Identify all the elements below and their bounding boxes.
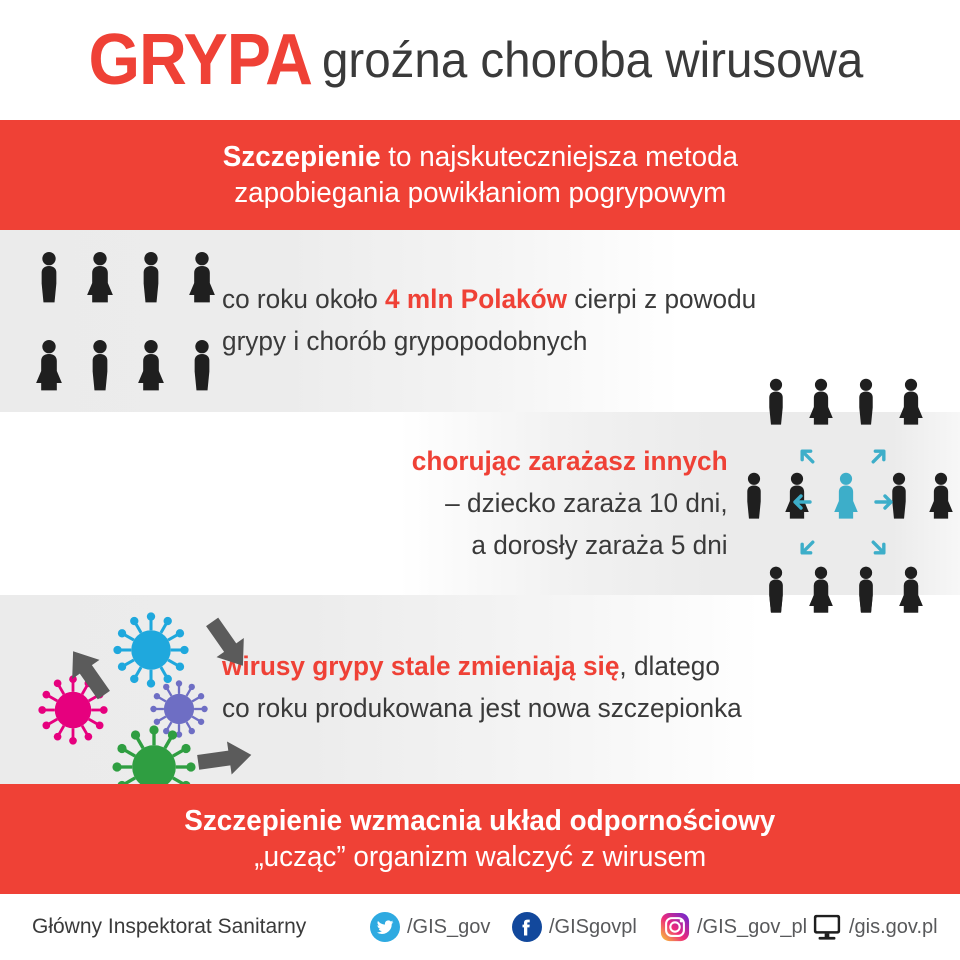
top-banner-rest: to najskuteczniejsza metoda — [380, 141, 738, 173]
poster-header: GRYPA groźna choroba wirusowa — [0, 0, 960, 120]
person-male-icon — [755, 556, 797, 624]
social-link-twitter[interactable]: /GIS_gov — [370, 912, 490, 942]
person-female-icon — [800, 368, 842, 436]
page-title-main: GRYPA — [88, 20, 313, 100]
section-2-line-2: – dziecko zaraża 10 dni, — [445, 488, 728, 518]
poster-footer: Główny Inspektorat Sanitarny /GIS_gov /G… — [0, 894, 960, 960]
section-1-text: co roku około 4 mln Polaków cierpi z pow… — [222, 278, 773, 362]
section-2-highlight: chorując zarażasz innych — [412, 446, 728, 476]
bottom-red-banner: Szczepienie wzmacnia układ odpornościowy… — [0, 784, 960, 894]
section-1-line-1-pre: co roku około — [222, 284, 386, 314]
person-female-icon — [825, 462, 867, 530]
social-link-instagram[interactable]: /GIS_gov_pl — [660, 912, 807, 942]
twitter-handle: /GIS_gov — [407, 915, 491, 938]
facebook-handle: /GISgovpl — [549, 915, 637, 938]
section-3-line-1-post: , dlatego — [619, 651, 720, 681]
website-handle: /gis.gov.pl — [849, 915, 938, 938]
person-female-icon — [128, 328, 174, 403]
top-banner-line-1: Szczepienie to najskuteczniejsza metoda — [222, 139, 737, 175]
bottom-banner-line-2: „ucząc” organizm walczyć z wirusem — [254, 841, 706, 873]
section-1-line-1-post: cierpi z powodu — [566, 284, 757, 314]
page-title-subtitle: groźna choroba wirusowa — [321, 32, 863, 88]
section-1-background — [0, 230, 680, 412]
section-statistics — [0, 230, 960, 412]
section-2-text: chorując zarażasz innych – dziecko zaraż… — [402, 440, 728, 566]
person-male-icon — [878, 462, 920, 530]
person-female-icon — [890, 556, 932, 624]
person-male-icon — [755, 368, 797, 436]
virus-blue-icon — [113, 612, 189, 693]
top-red-banner: Szczepienie to najskuteczniejsza metoda … — [0, 120, 960, 230]
person-female-icon — [800, 556, 842, 624]
twitter-icon — [370, 912, 400, 942]
section-1-line-1: co roku około 4 mln Polaków cierpi z pow… — [222, 278, 756, 320]
person-male-icon — [179, 328, 225, 403]
section-3-highlight: wirusy grypy stale zmieniają się — [222, 651, 620, 681]
person-female-icon — [26, 328, 72, 403]
section-3-line-1: wirusy grypy stale zmieniają się, dlateg… — [222, 645, 742, 687]
top-banner-line-2: zapobiegania powikłaniom pogrypowym — [233, 177, 727, 209]
person-female-icon — [77, 240, 123, 315]
person-female-icon — [179, 240, 225, 315]
section-3-text: wirusy grypy stale zmieniają się, dlateg… — [222, 645, 758, 729]
section-3-line-2: co roku produkowana jest nowa szczepionk… — [222, 693, 742, 723]
monitor-icon — [812, 912, 842, 942]
section-2-background — [400, 412, 960, 595]
top-banner-bold: Szczepienie — [222, 141, 381, 173]
section-contagion — [0, 412, 960, 595]
person-male-icon — [77, 328, 123, 403]
person-female-icon — [890, 368, 932, 436]
person-male-icon — [733, 462, 775, 530]
person-female-icon — [920, 462, 960, 530]
person-male-icon — [845, 556, 887, 624]
section-1-highlight: 4 mln Polaków — [385, 284, 567, 314]
social-link-website[interactable]: /gis.gov.pl — [812, 912, 938, 942]
section-1-line-2: grypy i chorób grypopodobnych — [222, 326, 588, 356]
virus-purple-icon — [150, 680, 208, 743]
cycle-arrow-top-right — [193, 611, 260, 681]
instagram-icon — [660, 912, 690, 942]
person-male-icon — [26, 240, 72, 315]
organization-name: Główny Inspektorat Sanitarny — [32, 915, 307, 938]
facebook-icon — [512, 912, 542, 942]
instagram-handle: /GIS_gov_pl — [697, 915, 808, 938]
cycle-arrow-left — [57, 636, 124, 706]
section-2-line-3: a dorosły zaraża 5 dni — [471, 530, 728, 560]
contagion-arrows-icon — [783, 432, 903, 572]
bottom-banner-line-1: Szczepienie wzmacnia układ odpornościowy — [184, 805, 776, 837]
person-male-icon — [845, 368, 887, 436]
social-link-facebook[interactable]: /GISgovpl — [512, 912, 637, 942]
cycle-arrow-bottom-right — [195, 736, 256, 785]
person-male-icon — [128, 240, 174, 315]
